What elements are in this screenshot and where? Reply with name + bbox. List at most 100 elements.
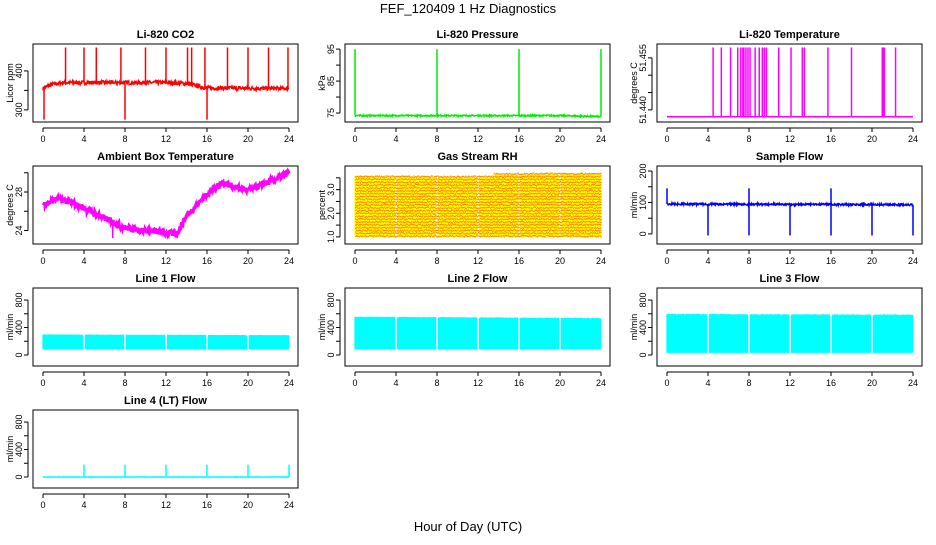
x-tick-label: 8 <box>746 378 751 388</box>
x-tick-label: 20 <box>243 378 253 388</box>
x-tick-label: 8 <box>434 256 439 266</box>
plot-area <box>667 188 913 235</box>
y-tick-label: 51.455 <box>638 44 648 72</box>
y-tick-label: 1.0 <box>326 231 336 244</box>
x-tick-label: 12 <box>161 256 171 266</box>
x-tick-label: 24 <box>284 256 294 266</box>
x-tick-label: 4 <box>393 256 398 266</box>
x-tick-label: 20 <box>243 134 253 144</box>
y-tick-label: 800 <box>14 293 24 308</box>
x-tick-label: 8 <box>434 134 439 144</box>
y-tick-label: 0 <box>14 352 24 357</box>
x-tick-label: 24 <box>596 134 606 144</box>
x-tick-label: 0 <box>352 256 357 266</box>
y-tick-label: 400 <box>14 442 24 457</box>
plot-frame <box>33 288 298 366</box>
y-tick-label: 95 <box>326 44 336 54</box>
x-tick-label: 24 <box>284 134 294 144</box>
x-tick-label: 24 <box>596 378 606 388</box>
plot-area <box>43 465 289 477</box>
y-tick-label: 400 <box>326 320 336 335</box>
series-line <box>43 171 289 236</box>
x-tick-label: 12 <box>473 256 483 266</box>
plot-area <box>667 47 913 116</box>
series-band <box>43 334 289 349</box>
x-tick-label: 12 <box>785 134 795 144</box>
x-axis-label: Hour of Day (UTC) <box>414 519 522 534</box>
x-tick-label: 8 <box>434 378 439 388</box>
panel-title: Ambient Box Temperature <box>97 151 234 163</box>
y-tick-label: 3.0 <box>326 183 336 196</box>
plot-area <box>43 171 289 238</box>
y-tick-label: 24 <box>14 226 24 236</box>
panel-title: Gas Stream RH <box>437 151 517 163</box>
y-tick-label: 100 <box>638 195 648 210</box>
y-tick-label: 85 <box>326 76 336 86</box>
y-tick-label: 800 <box>14 415 24 430</box>
x-tick-label: 16 <box>202 256 212 266</box>
x-tick-label: 4 <box>393 134 398 144</box>
x-tick-label: 20 <box>555 378 565 388</box>
x-tick-label: 8 <box>122 378 127 388</box>
x-tick-label: 12 <box>785 256 795 266</box>
x-tick-label: 4 <box>393 378 398 388</box>
x-tick-label: 12 <box>473 134 483 144</box>
y-tick-label: 51.440 <box>638 96 648 124</box>
x-tick-label: 20 <box>867 134 877 144</box>
x-tick-label: 24 <box>284 378 294 388</box>
y-tick-label: 0 <box>638 352 648 357</box>
x-tick-label: 4 <box>705 256 710 266</box>
y-tick-label: 400 <box>14 320 24 335</box>
x-tick-label: 24 <box>908 378 918 388</box>
x-tick-label: 12 <box>161 500 171 510</box>
y-tick-label: 0 <box>638 231 648 236</box>
x-tick-label: 20 <box>555 134 565 144</box>
panel-title: Line 2 Flow <box>448 273 508 285</box>
x-tick-label: 0 <box>352 134 357 144</box>
panel-title: Li-820 Temperature <box>739 29 840 41</box>
x-tick-label: 8 <box>122 134 127 144</box>
x-tick-label: 0 <box>352 378 357 388</box>
y-tick-label: 800 <box>638 293 648 308</box>
plot-area <box>355 173 602 237</box>
plot-area <box>355 317 601 350</box>
y-tick-label: 300 <box>14 102 24 117</box>
x-tick-label: 12 <box>473 378 483 388</box>
series-line <box>355 115 601 117</box>
x-tick-label: 24 <box>596 256 606 266</box>
x-tick-label: 4 <box>705 378 710 388</box>
x-tick-label: 16 <box>826 134 836 144</box>
x-tick-label: 16 <box>202 378 212 388</box>
x-tick-label: 24 <box>284 500 294 510</box>
plot-area <box>43 334 289 349</box>
x-tick-label: 20 <box>243 500 253 510</box>
x-tick-label: 12 <box>785 378 795 388</box>
x-tick-label: 16 <box>202 134 212 144</box>
plot-area <box>667 314 913 353</box>
x-tick-label: 20 <box>555 256 565 266</box>
x-tick-label: 20 <box>867 378 877 388</box>
x-tick-label: 4 <box>81 378 86 388</box>
x-tick-label: 12 <box>161 134 171 144</box>
y-tick-label: 800 <box>326 293 336 308</box>
plot-area <box>43 48 289 120</box>
x-tick-label: 8 <box>746 256 751 266</box>
y-tick-label: 2.0 <box>326 207 336 220</box>
x-tick-label: 12 <box>161 378 171 388</box>
plot-frame <box>345 44 610 122</box>
figure-title: FEF_120409 1 Hz Diagnostics <box>380 1 557 16</box>
x-tick-label: 0 <box>664 378 669 388</box>
x-tick-label: 0 <box>40 134 45 144</box>
x-tick-label: 4 <box>81 256 86 266</box>
x-tick-label: 20 <box>243 256 253 266</box>
panel-title: Li-820 Pressure <box>437 29 519 41</box>
